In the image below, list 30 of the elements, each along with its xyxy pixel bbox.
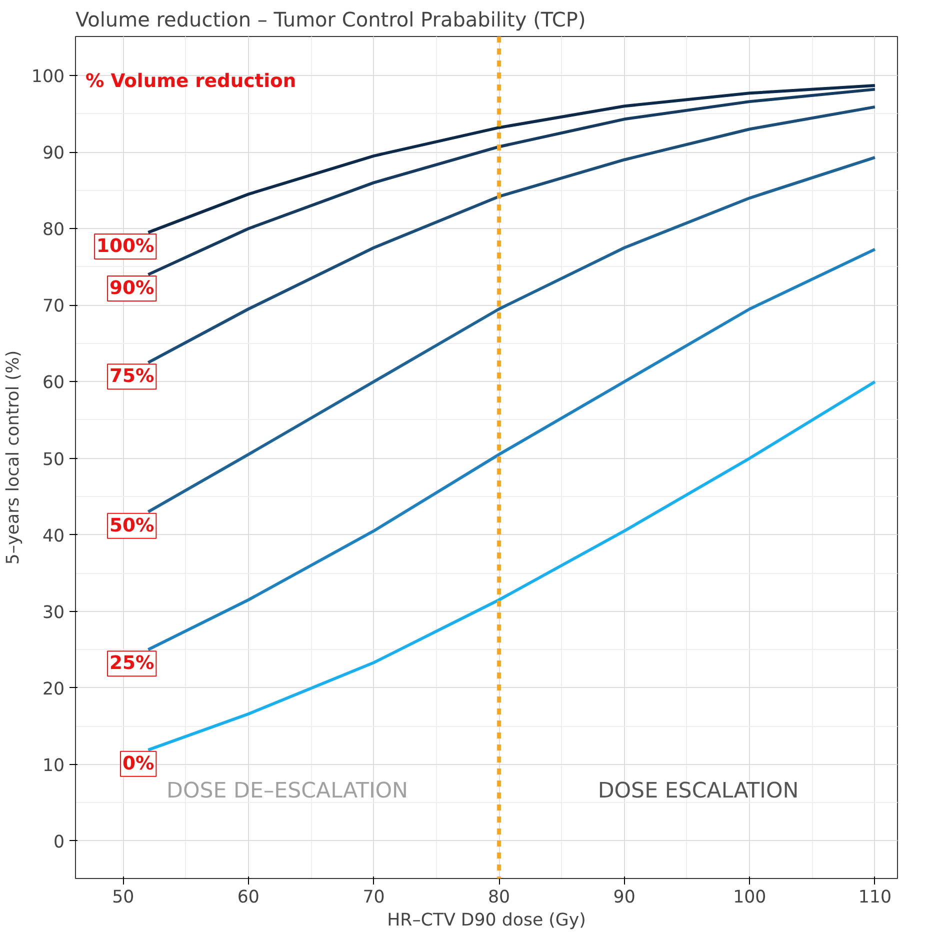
y-tick-label: 70 — [42, 296, 65, 317]
x-tick-label: 110 — [858, 888, 892, 908]
y-tick-label: 80 — [42, 220, 65, 240]
y-tick-label: 40 — [42, 526, 65, 546]
x-tick-label: 80 — [488, 888, 510, 908]
series-label: 0% — [122, 753, 154, 774]
y-axis-title: 5–years local control (%) — [3, 350, 24, 565]
y-tick-label: 20 — [42, 679, 65, 700]
series-label: 75% — [110, 366, 154, 388]
x-tick-label: 100 — [733, 888, 766, 908]
annotation: DOSE ESCALATION — [598, 778, 799, 804]
y-tick-label: 100 — [31, 67, 65, 88]
series-label: 50% — [110, 515, 154, 536]
x-tick-label: 90 — [613, 888, 636, 908]
y-tick-label: 90 — [42, 144, 65, 164]
annotation: DOSE DE–ESCALATION — [166, 778, 408, 804]
x-tick-label: 60 — [237, 888, 260, 908]
x-tick-label: 70 — [362, 888, 385, 908]
series-label: 90% — [110, 278, 154, 300]
chart-title: Volume reduction – Tumor Control Prabability (TCP) — [76, 8, 586, 32]
y-tick-label: 60 — [42, 373, 65, 394]
x-axis-title: HR–CTV D90 dose (Gy) — [387, 910, 586, 930]
y-tick-label: 10 — [42, 756, 65, 776]
x-tick-label: 50 — [112, 888, 134, 908]
series-label: 100% — [96, 236, 154, 257]
series-label: 25% — [110, 653, 154, 674]
legend-title: % Volume reduction — [86, 71, 296, 92]
y-tick-label: 0 — [53, 832, 65, 852]
y-tick-label: 50 — [42, 450, 65, 470]
y-tick-label: 30 — [42, 602, 65, 623]
